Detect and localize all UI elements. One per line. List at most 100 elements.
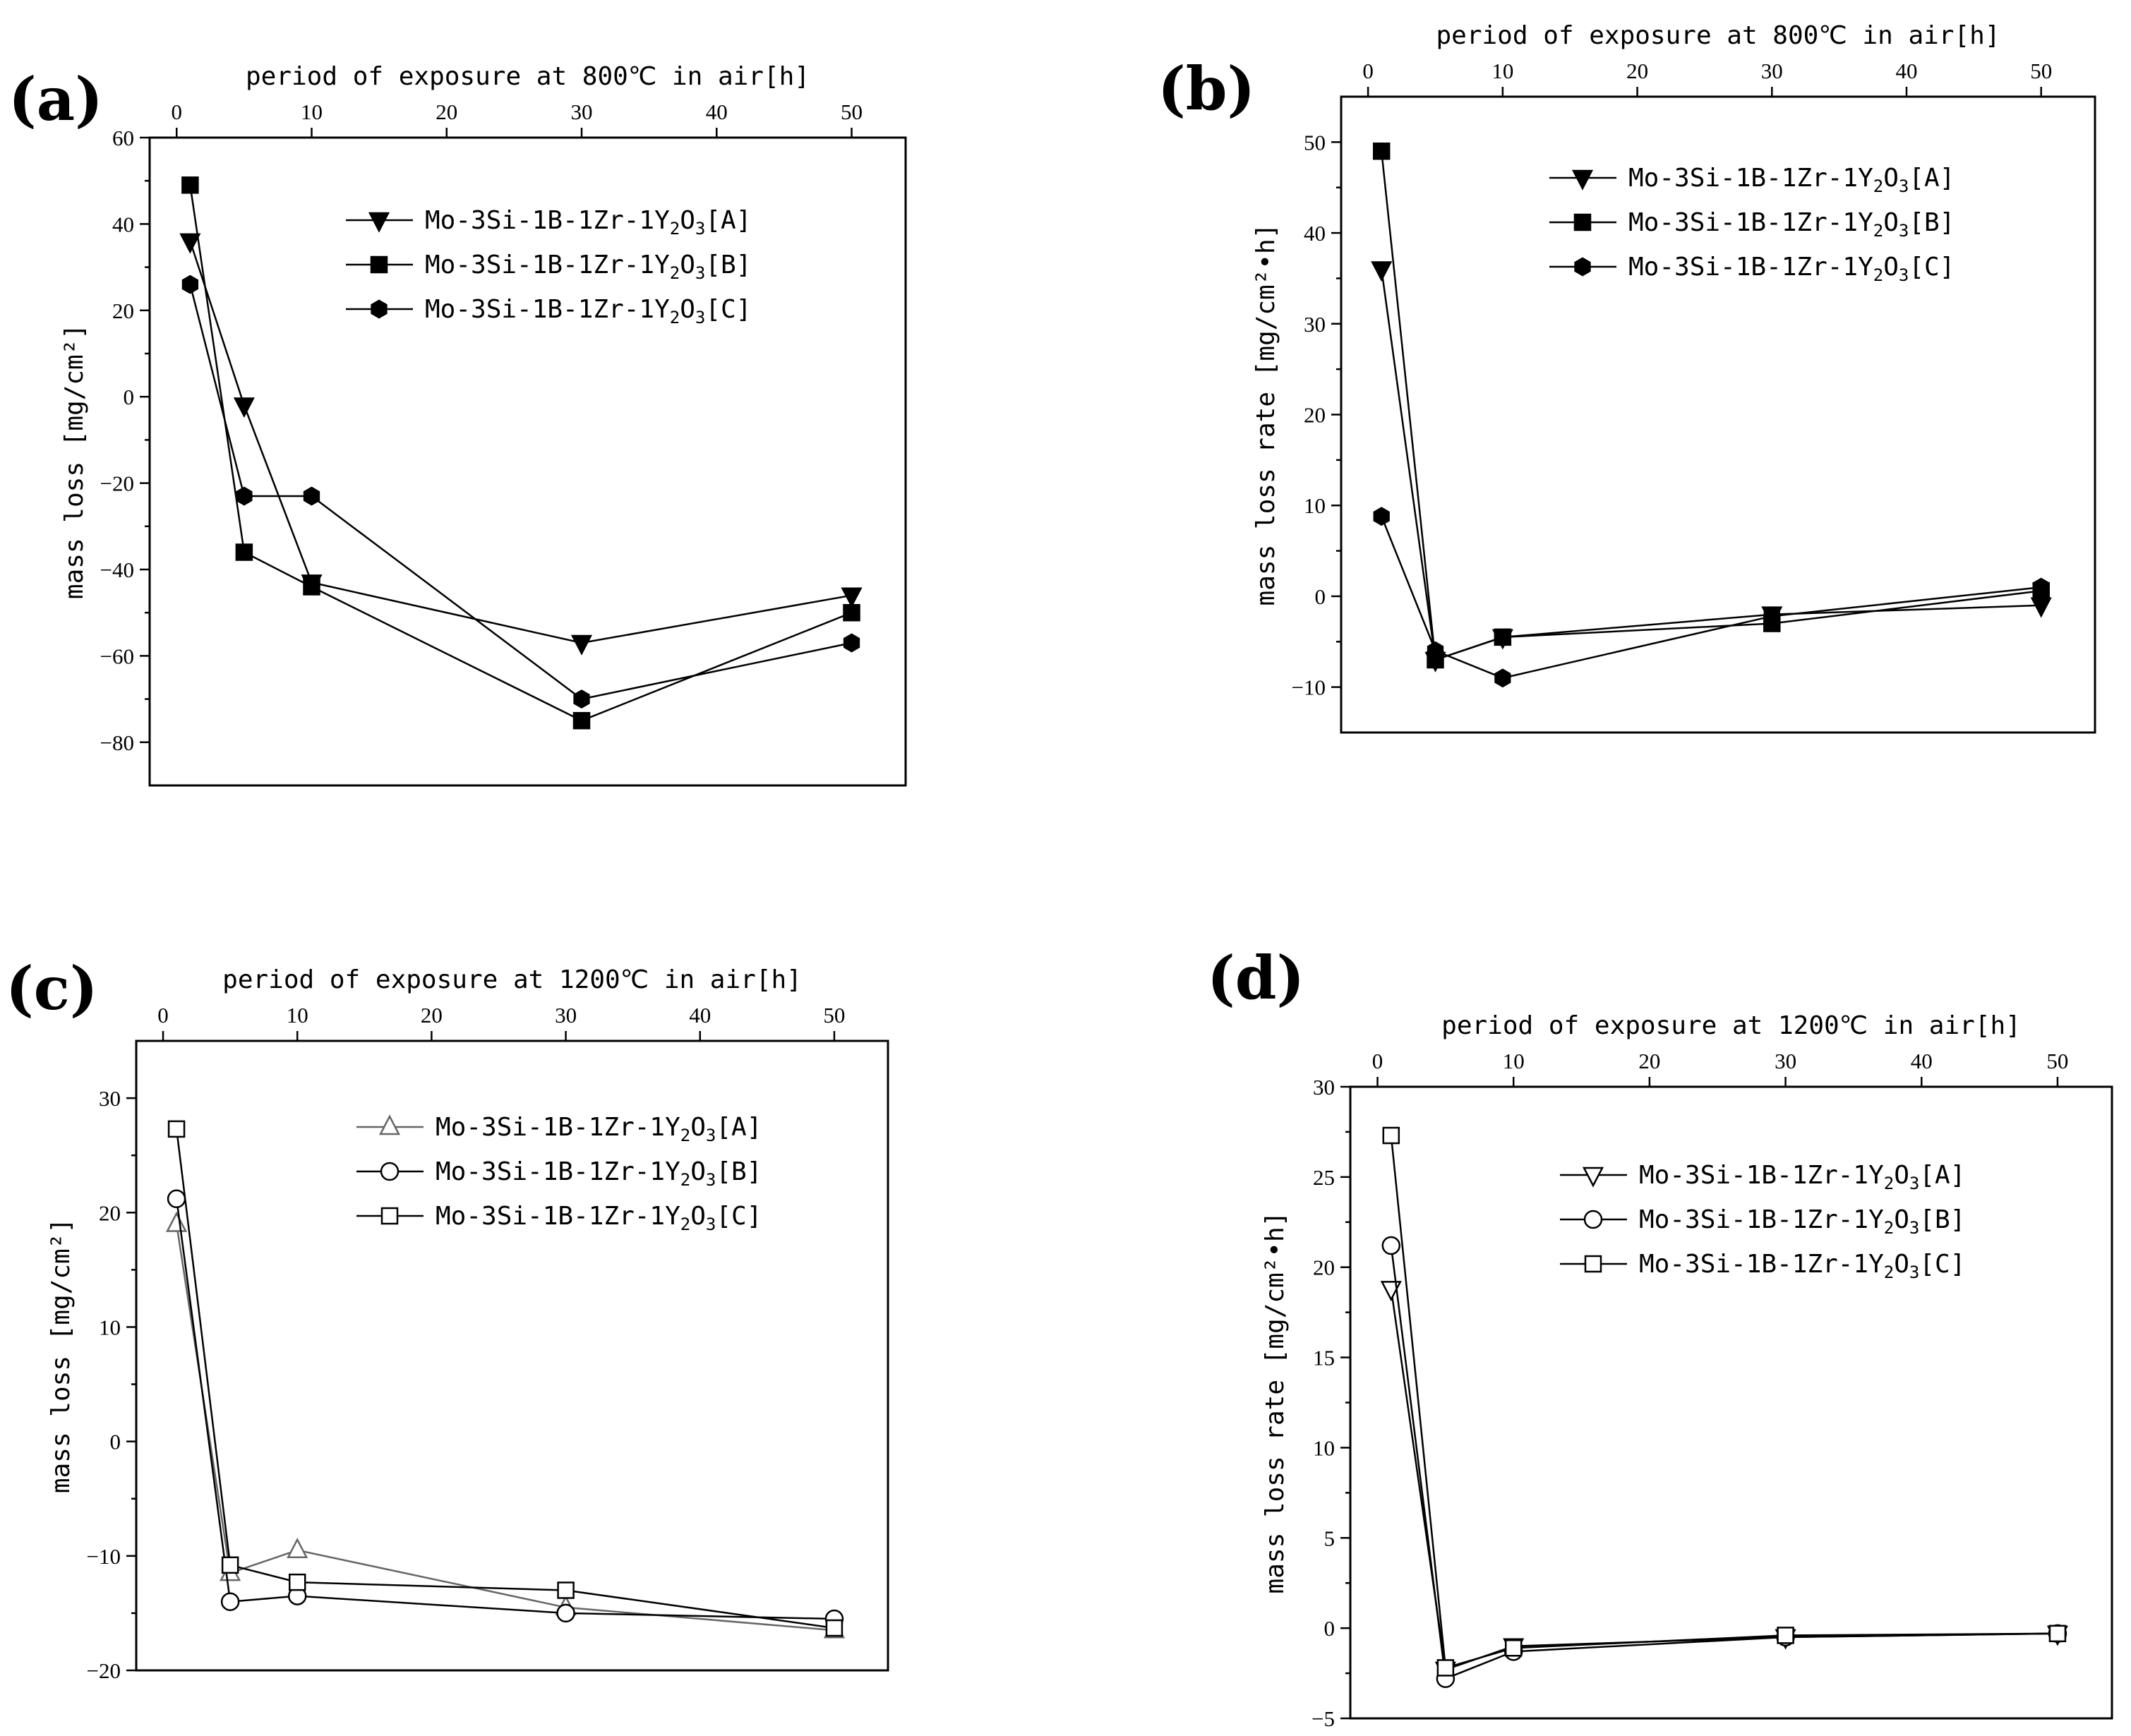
legend-label: Mo-3Si-1B-1Zr-1Y2O3[C]: [436, 1202, 762, 1234]
data-point: [841, 587, 863, 608]
legend-marker: [378, 1114, 401, 1135]
y-tick-label: 0: [1324, 1616, 1335, 1641]
legend: Mo-3Si-1B-1Zr-1Y2O3[A] Mo-3Si-1B-1Zr-1Y2O…: [1560, 1161, 1965, 1282]
y-tick-label: 30: [1304, 312, 1326, 337]
series-3: [181, 275, 860, 709]
y-tick-label: 10: [1304, 493, 1326, 518]
legend-marker: [370, 255, 388, 274]
legend-marker: [1573, 213, 1592, 231]
y-tick-label: 0: [1315, 584, 1326, 609]
data-point: [2033, 577, 2050, 597]
x-tick-label: 30: [1775, 1049, 1796, 1073]
legend-marker: [1574, 257, 1591, 277]
y-tick-label: 0: [110, 1430, 121, 1454]
x-tick-label: 40: [706, 100, 728, 124]
x-tick-label: 40: [1896, 59, 1918, 83]
legend-label: Mo-3Si-1B-1Zr-1Y2O3[B]: [1628, 208, 1955, 241]
x-tick-label: 0: [1372, 1049, 1383, 1073]
data-point: [1504, 1639, 1523, 1657]
x-tick-label: 50: [823, 1003, 845, 1027]
data-point: [573, 689, 590, 709]
panel-label: (b): [1158, 54, 1255, 123]
y-tick-label: 30: [1313, 1075, 1335, 1099]
legend-label: Mo-3Si-1B-1Zr-1Y2O3[C]: [425, 295, 751, 327]
x-tick-label: 50: [2030, 59, 2052, 83]
legend-label: Mo-3Si-1B-1Zr-1Y2O3[B]: [425, 251, 751, 283]
x-tick-label: 10: [1503, 1049, 1525, 1073]
x-tick-label: 0: [157, 1003, 169, 1027]
panel-label: (a): [8, 64, 103, 134]
chart-panel-2: (b) period of exposure at 800℃ in air[h] m…: [1158, 21, 2096, 734]
data-point: [1494, 628, 1512, 646]
y-tick-label: 5: [1324, 1526, 1335, 1550]
data-point: [1382, 1126, 1400, 1145]
y-tick-label: 10: [1313, 1435, 1335, 1460]
y-tick-label: −60: [100, 644, 134, 668]
y-tick-label: 40: [1304, 221, 1326, 246]
x-tick-label: 50: [841, 100, 863, 124]
y-tick-label: −20: [87, 1658, 121, 1683]
legend-label: Mo-3Si-1B-1Zr-1Y2O3[C]: [1628, 253, 1955, 285]
series-3: [1382, 1126, 2067, 1677]
x-tick-label: 10: [1491, 59, 1513, 83]
legend-marker: [1571, 169, 1594, 191]
y-tick-label: −5: [1311, 1706, 1335, 1731]
x-tick-label: 0: [172, 100, 183, 124]
data-point: [1372, 142, 1391, 160]
y-axis-title: mass loss [mg/cm²]: [47, 1218, 76, 1493]
y-tick-label: −40: [100, 557, 134, 582]
legend: Mo-3Si-1B-1Zr-1Y2O3[A] Mo-3Si-1B-1Zr-1Y2O…: [356, 1113, 762, 1234]
data-point: [236, 486, 253, 506]
x-tick-label: 20: [421, 1003, 443, 1027]
panel-label: (d): [1207, 943, 1304, 1013]
x-tick-label: 10: [287, 1003, 308, 1027]
legend-marker: [1584, 1255, 1602, 1273]
data-point: [167, 1189, 186, 1209]
data-point: [556, 1603, 575, 1623]
x-axis-title: period of exposure at 1200℃ in air[h]: [222, 965, 802, 994]
x-tick-label: 40: [1911, 1049, 1933, 1073]
data-point: [303, 578, 320, 596]
x-axis-title: period of exposure at 1200℃ in air[h]: [1441, 1011, 2021, 1040]
plot-frame: [148, 136, 907, 787]
legend: Mo-3Si-1B-1Zr-1Y2O3[A] Mo-3Si-1B-1Zr-1Y2O…: [346, 206, 751, 327]
y-tick-label: 50: [1304, 130, 1326, 155]
y-tick-label: −20: [100, 471, 134, 496]
data-point: [570, 634, 593, 656]
series-3: [1373, 507, 2050, 688]
legend-label: Mo-3Si-1B-1Zr-1Y2O3[A]: [1628, 164, 1955, 196]
plot-frame: [135, 1039, 889, 1672]
series-3: [167, 1120, 844, 1637]
y-tick-label: 60: [112, 126, 134, 150]
data-point: [1436, 1659, 1455, 1677]
data-point: [1763, 606, 1780, 626]
legend-label: Mo-3Si-1B-1Zr-1Y2O3[A]: [425, 206, 751, 239]
data-point: [235, 543, 253, 561]
legend-marker: [1582, 1167, 1604, 1188]
y-axis-title: mass loss rate [mg/cm²•h]: [1251, 224, 1280, 606]
y-tick-label: 20: [1304, 403, 1326, 428]
chart-panel-4: (d) period of exposure at 1200℃ in air[h]…: [1207, 943, 2113, 1731]
data-point: [1427, 641, 1444, 661]
data-point: [303, 486, 320, 506]
y-tick-label: 40: [112, 212, 134, 236]
y-tick-label: 30: [99, 1086, 121, 1111]
panel-label: (c): [6, 953, 98, 1023]
legend-label: Mo-3Si-1B-1Zr-1Y2O3[A]: [436, 1113, 762, 1145]
data-point: [1373, 507, 1390, 526]
y-tick-label: 25: [1313, 1165, 1335, 1190]
x-tick-label: 0: [1362, 59, 1374, 83]
y-axis-title: mass loss [mg/cm²]: [60, 324, 89, 599]
y-tick-label: 10: [99, 1315, 121, 1339]
x-axis-title: period of exposure at 800℃ in air[h]: [1436, 21, 2000, 50]
data-point: [1371, 261, 1393, 282]
legend-marker: [371, 299, 388, 319]
legend-marker: [368, 212, 390, 233]
legend-marker: [380, 1207, 399, 1225]
data-point: [1494, 668, 1511, 688]
x-tick-label: 20: [1638, 1049, 1660, 1073]
x-tick-label: 40: [689, 1003, 711, 1027]
y-tick-label: 20: [112, 299, 134, 323]
y-tick-label: −10: [87, 1544, 121, 1569]
